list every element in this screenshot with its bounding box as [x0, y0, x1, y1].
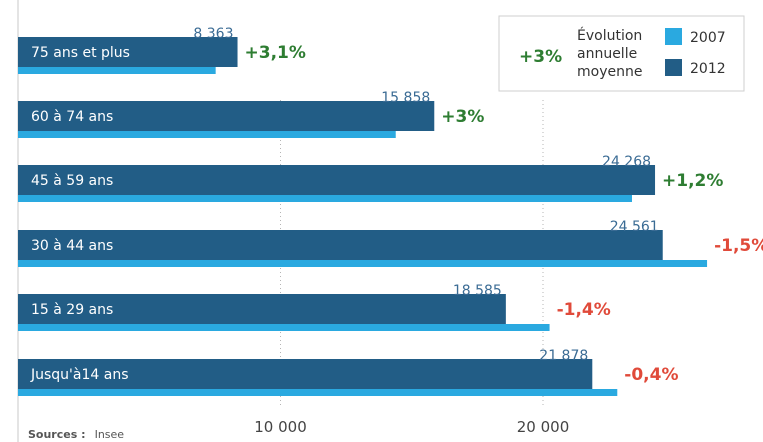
category-label-1: 60 à 74 ans: [31, 109, 113, 125]
bar-2007-1: [18, 131, 396, 138]
grid-layer: [280, 100, 544, 408]
x-tick-label-0: 10 000: [254, 418, 307, 436]
legend-label-2012: 2012: [690, 61, 726, 77]
legend-swatch-2007: [665, 28, 682, 45]
category-label-0: 75 ans et plus: [31, 45, 130, 61]
growth-label-2: +1,2%: [662, 171, 723, 191]
labels-layer: 75 ans et plus 8 363 +3,1% 60 à 74 ans 15 85…: [30, 26, 763, 385]
category-label-2: 45 à 59 ans: [31, 173, 113, 189]
bar-2012-3: [18, 230, 663, 260]
legend-label-2007: 2007: [690, 30, 726, 46]
bar-2012-0: [18, 37, 238, 67]
value-label-3: 24 561: [610, 219, 659, 235]
value-label-0: 8 363: [193, 26, 233, 42]
svg-text:Sources : Insee: Sources : Insee: [28, 423, 124, 442]
bar-2012-2: [18, 165, 656, 195]
value-label-2: 24 268: [602, 154, 651, 170]
bar-2007-5: [18, 389, 618, 396]
growth-label-0: +3,1%: [245, 43, 306, 63]
x-tick-label-1: 20 000: [517, 418, 570, 436]
growth-label-3: -1,5%: [714, 236, 763, 256]
x-tick-labels: 10 000 20 000: [254, 418, 569, 436]
growth-label-4: -1,4%: [557, 300, 611, 320]
legend-box: [498, 15, 745, 92]
value-label-1: 15 858: [381, 90, 430, 106]
bar-2007-3: [18, 260, 708, 267]
category-label-3: 30 à 44 ans: [31, 238, 113, 254]
bar-2007-2: [18, 195, 632, 202]
source-value: Insee: [95, 428, 125, 441]
bar-2007-0: [18, 67, 216, 74]
legend-title-line-1: Évolution: [577, 27, 642, 44]
category-label-4: 15 à 29 ans: [31, 302, 113, 318]
value-label-4: 18 585: [453, 283, 502, 299]
value-label-5: 21 878: [539, 348, 588, 364]
bar-2007-4: [18, 324, 550, 331]
legend-title-line-3: moyenne: [577, 64, 642, 80]
legend-growth-sample: +3%: [519, 47, 562, 67]
legend-swatch-2012: [665, 59, 682, 76]
source-note: Sources : Insee: [28, 423, 124, 442]
bars-layer: [18, 37, 708, 396]
bar-2012-4: [18, 294, 506, 324]
growth-label-5: -0,4%: [624, 365, 678, 385]
source-label: Sources :: [28, 428, 86, 441]
growth-label-1: +3%: [441, 107, 484, 127]
bar-2012-5: [18, 359, 593, 389]
bar-2012-1: [18, 101, 435, 131]
legend: +3% Évolution annuelle moyenne 2007 2012: [498, 15, 745, 92]
legend-title-line-2: annuelle: [577, 46, 637, 62]
category-label-5: Jusqu'à14 ans: [30, 367, 129, 383]
